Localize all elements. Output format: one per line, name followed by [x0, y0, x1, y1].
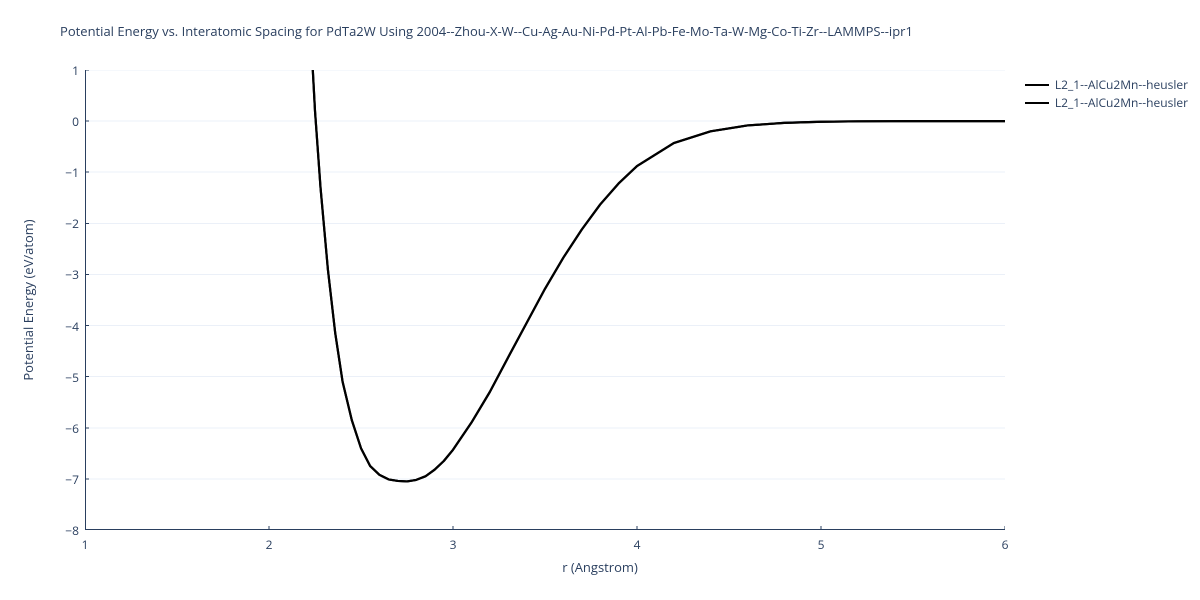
legend-item[interactable]: L2_1--AlCu2Mn--heusler — [1025, 94, 1188, 111]
legend-swatch-icon — [1025, 84, 1049, 86]
y-tick-label: −5 — [49, 369, 79, 386]
chart-title: Potential Energy vs. Interatomic Spacing… — [60, 22, 913, 40]
y-tick-label: −1 — [49, 164, 79, 181]
legend-label: L2_1--AlCu2Mn--heusler — [1055, 94, 1188, 111]
x-tick-label: 2 — [249, 536, 289, 553]
legend[interactable]: L2_1--AlCu2Mn--heusler L2_1--AlCu2Mn--he… — [1025, 76, 1188, 112]
data-lines — [304, 70, 1005, 481]
gridlines — [85, 70, 1005, 530]
y-axis-label: Potential Energy (eV/atom) — [19, 219, 37, 380]
y-tick-label: 1 — [49, 62, 79, 79]
y-tick-label: −2 — [49, 215, 79, 232]
plot-svg — [85, 70, 1005, 530]
x-axis-label: r (Angstrom) — [0, 558, 1200, 576]
x-tick-label: 6 — [985, 536, 1025, 553]
plot-area — [85, 70, 1005, 530]
y-tick-label: −4 — [49, 318, 79, 335]
x-tick-label: 5 — [801, 536, 841, 553]
y-tick-label: 0 — [49, 113, 79, 130]
x-tick-label: 4 — [617, 536, 657, 553]
legend-swatch-icon — [1025, 102, 1049, 104]
legend-item[interactable]: L2_1--AlCu2Mn--heusler — [1025, 76, 1188, 93]
axes — [85, 70, 1005, 530]
y-tick-label: −3 — [49, 266, 79, 283]
x-tick-label: 3 — [433, 536, 473, 553]
legend-label: L2_1--AlCu2Mn--heusler — [1055, 76, 1188, 93]
y-tick-label: −7 — [49, 471, 79, 488]
x-tick-label: 1 — [65, 536, 105, 553]
y-tick-label: −6 — [49, 420, 79, 437]
chart-container: Potential Energy vs. Interatomic Spacing… — [0, 0, 1200, 600]
